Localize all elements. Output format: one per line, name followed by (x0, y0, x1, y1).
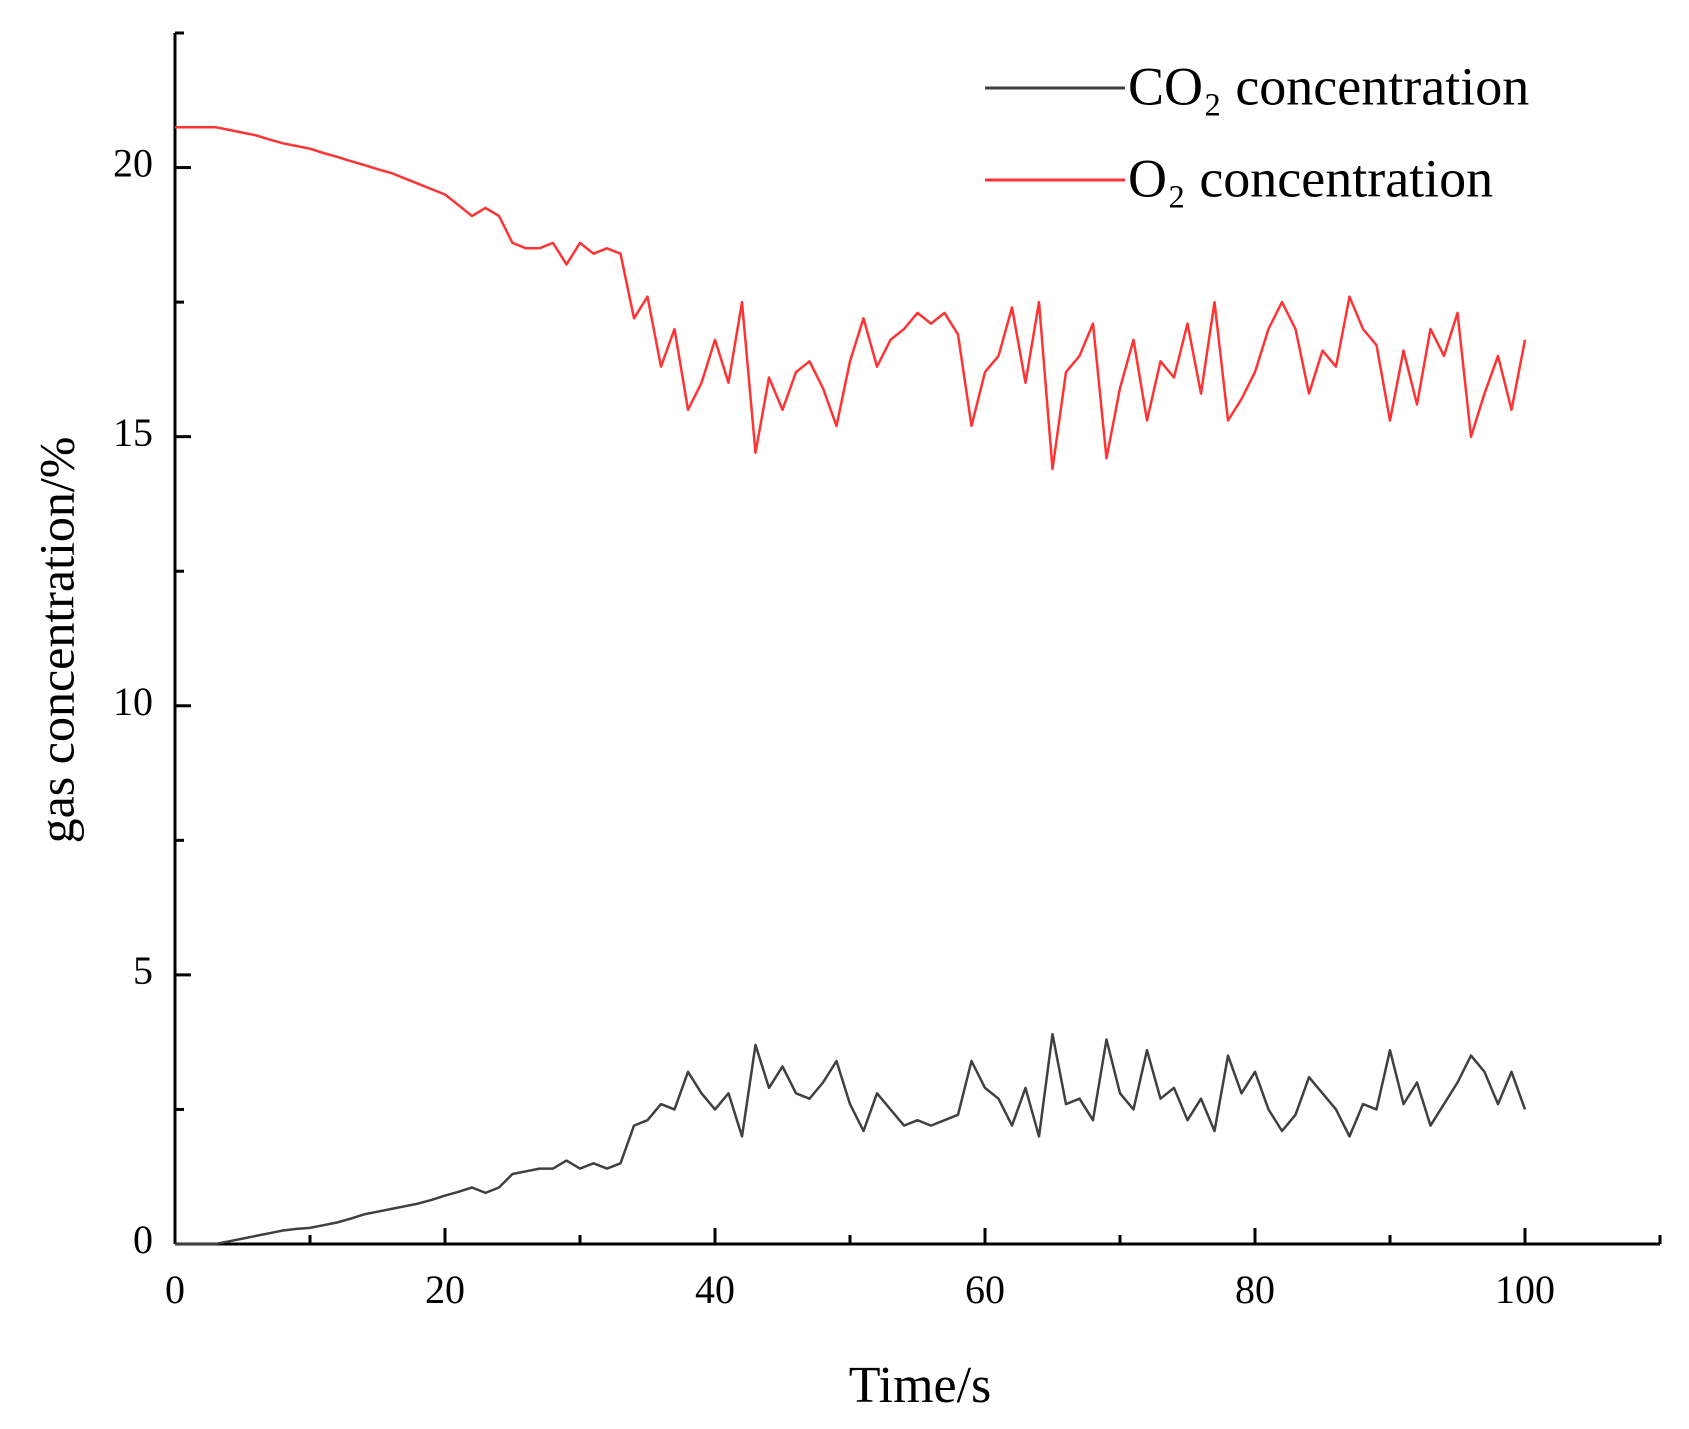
y-tick-label: 5 (133, 948, 153, 993)
y-tick-label: 0 (133, 1217, 153, 1262)
x-tick-label: 20 (425, 1267, 465, 1312)
x-tick-label: 60 (965, 1267, 1005, 1312)
y-tick-label: 20 (113, 141, 153, 186)
x-axis-title: Time/s (849, 1357, 992, 1414)
x-tick-label: 0 (165, 1267, 185, 1312)
legend-label: CO₂ concentration (1128, 56, 1529, 116)
series-line (175, 125, 1527, 471)
x-tick-label: 100 (1495, 1267, 1555, 1312)
y-axis-title: gas concentration/% (28, 437, 84, 844)
y-tick-label: 10 (113, 679, 153, 724)
x-tick-label: 40 (695, 1267, 735, 1312)
legend-label: O₂ concentration (1128, 148, 1493, 208)
y-tick-label: 15 (113, 410, 153, 455)
x-tick-label: 80 (1235, 1267, 1275, 1312)
series-line (175, 1032, 1527, 1246)
